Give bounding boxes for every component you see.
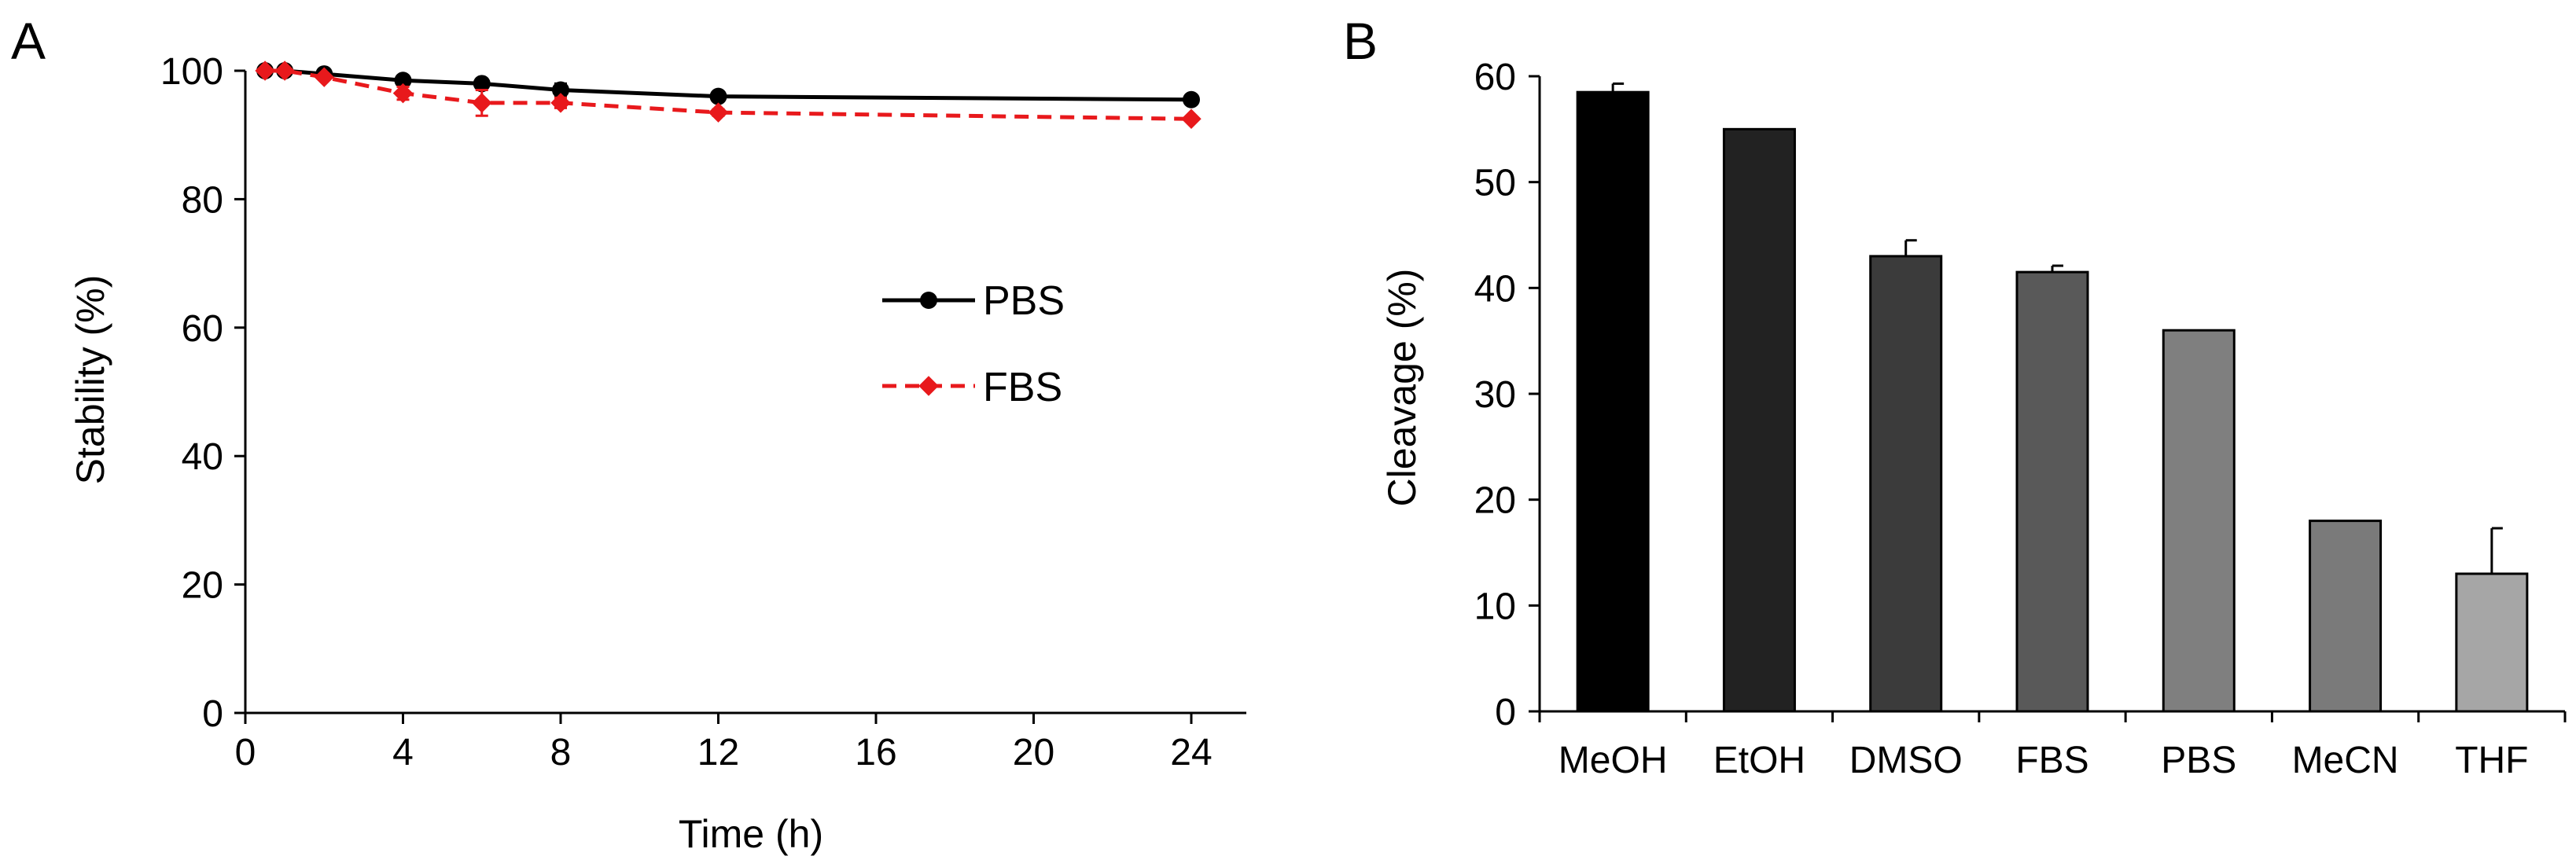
series-fbs-point [472, 93, 492, 113]
panel-a-series [255, 61, 1202, 130]
legend-fbs-label: FBS [983, 365, 1062, 410]
series-fbs-point [550, 93, 571, 113]
a-y-tick-label: 20 [182, 565, 223, 607]
bar-pbs [2162, 329, 2236, 713]
a-y-tick-label: 40 [182, 436, 223, 478]
panel-b-bars [1576, 82, 2529, 713]
panel-a-y-axis-label: Stability (%) [68, 275, 112, 485]
a-y-tick-label: 0 [202, 693, 223, 735]
bar-mecn-label: MeCN [2292, 740, 2399, 781]
bar-dmso [1869, 255, 1943, 713]
panel-a: A Stability (%) Time (h) 0 20 40 60 80 100 0 4… [11, 12, 1246, 856]
b-y-tick-label: 60 [1474, 57, 1516, 98]
a-x-tick-label: 16 [855, 732, 896, 773]
bar-fbs [2015, 270, 2089, 713]
bar-pbs-label: PBS [2161, 740, 2236, 781]
a-x-tick-label: 20 [1013, 732, 1054, 773]
legend-entry-pbs: PBS [882, 278, 1065, 324]
legend-pbs-label: PBS [983, 278, 1065, 324]
series-fbs-point [708, 102, 729, 123]
legend-pbs-marker [920, 292, 937, 309]
legend-entry-fbs: FBS [882, 365, 1062, 410]
bar-meoh-label: MeOH [1558, 740, 1668, 781]
series-pbs-point [709, 87, 727, 105]
panel-b-x-ticks: MeOH EtOH DMSO FBS PBS MeCN THF [1538, 711, 2567, 781]
bar-meoh [1576, 90, 1650, 713]
series-pbs-point [394, 72, 412, 90]
bar-thf [2455, 572, 2529, 713]
panel-a-legend: PBS FBS [882, 278, 1065, 410]
b-y-tick-label: 30 [1474, 374, 1516, 416]
bar-etoh-label: EtOH [1713, 740, 1805, 781]
panel-b-label: B [1343, 12, 1378, 70]
panel-b-y-ticks: 0 10 20 30 40 50 60 [1474, 57, 1540, 733]
bar-fbs-label: FBS [2015, 740, 2088, 781]
series-fbs-point [255, 61, 275, 81]
series-pbs-point [1183, 90, 1200, 108]
a-x-tick-label: 8 [550, 732, 572, 773]
series-fbs-point [314, 67, 334, 87]
b-y-tick-label: 50 [1474, 163, 1516, 204]
series-fbs-point [392, 83, 414, 104]
a-x-tick-label: 12 [697, 732, 739, 773]
series-pbs-point [552, 81, 569, 99]
a-y-tick-label: 80 [182, 179, 223, 221]
series-fbs-point [274, 61, 295, 81]
bar-dmso-label: DMSO [1849, 740, 1963, 781]
bar-thf-label: THF [2455, 740, 2528, 781]
panel-a-y-ticks: 0 20 40 60 80 100 [160, 51, 245, 735]
panel-a-label: A [11, 12, 46, 70]
b-y-tick-label: 10 [1474, 586, 1516, 627]
bar-etoh [1722, 127, 1796, 713]
panel-a-x-axis-label: Time (h) [679, 812, 823, 856]
series-fbs-point [1181, 108, 1202, 130]
a-x-tick-label: 0 [235, 732, 256, 773]
b-y-tick-label: 20 [1474, 480, 1516, 522]
panel-b-y-axis-label: Cleavage (%) [1380, 269, 1424, 507]
legend-fbs-marker [918, 376, 939, 396]
a-y-tick-label: 100 [160, 51, 223, 93]
b-y-tick-label: 40 [1474, 268, 1516, 310]
panel-b: B Cleavage (%) 0 10 20 30 40 50 60 MeOH EtOH DMS… [1343, 12, 2567, 781]
b-y-tick-label: 0 [1495, 692, 1516, 733]
a-y-tick-label: 60 [182, 308, 223, 350]
panel-a-x-ticks: 0 4 8 12 16 20 24 [235, 713, 1213, 773]
series-pbs-point [473, 75, 491, 93]
a-x-tick-label: 4 [392, 732, 414, 773]
a-x-tick-label: 24 [1170, 732, 1212, 773]
bar-mecn [2309, 520, 2383, 713]
